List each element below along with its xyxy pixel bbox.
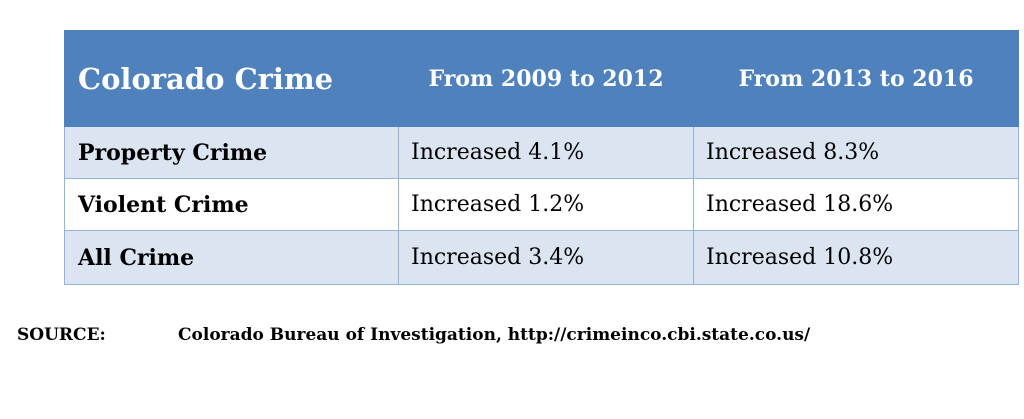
- row-label: Violent Crime: [64, 178, 399, 231]
- row-label: Property Crime: [64, 126, 399, 179]
- table-cell: Increased 18.6%: [693, 178, 1019, 231]
- table-cell: Increased 4.1%: [398, 126, 694, 179]
- table-cell: Increased 3.4%: [398, 230, 694, 285]
- crime-stats-table: Colorado Crime From 2009 to 2012 From 20…: [64, 30, 1019, 285]
- table-row: All Crime Increased 3.4% Increased 10.8%: [64, 230, 1019, 285]
- table-cell: Increased 10.8%: [693, 230, 1019, 285]
- column-header-title: Colorado Crime: [64, 30, 399, 127]
- column-header-2009-2012: From 2009 to 2012: [398, 30, 694, 127]
- row-label: All Crime: [64, 230, 399, 285]
- table-cell: Increased 1.2%: [398, 178, 694, 231]
- table-cell: Increased 8.3%: [693, 126, 1019, 179]
- table-header-row: Colorado Crime From 2009 to 2012 From 20…: [64, 30, 1019, 127]
- table-row: Violent Crime Increased 1.2% Increased 1…: [64, 178, 1019, 231]
- table-row: Property Crime Increased 4.1% Increased …: [64, 126, 1019, 179]
- column-header-2013-2016: From 2013 to 2016: [693, 30, 1019, 127]
- source-label: SOURCE:: [17, 325, 106, 345]
- source-text: Colorado Bureau of Investigation, http:/…: [178, 325, 811, 345]
- source-note: SOURCE: Colorado Bureau of Investigation,…: [17, 325, 1017, 345]
